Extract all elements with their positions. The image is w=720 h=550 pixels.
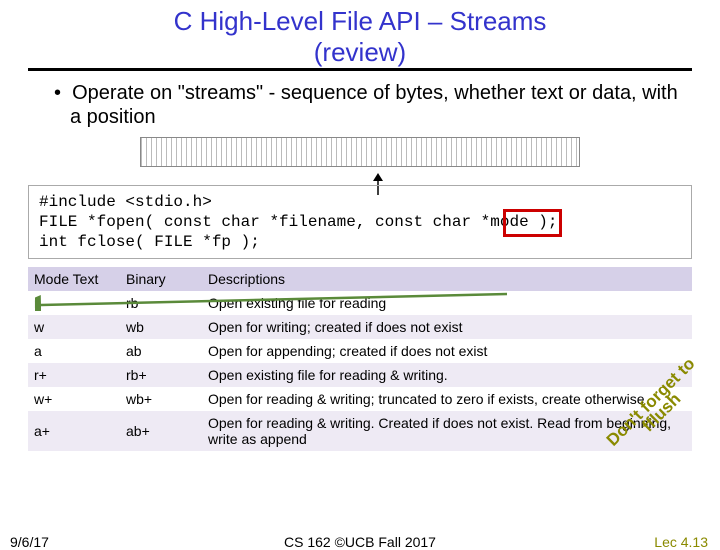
footer-lec: Lec 4.13 <box>654 534 708 550</box>
table-header-row: Mode Text Binary Descriptions <box>28 267 692 291</box>
slide-title: C High-Level File API – Streams (review) <box>0 0 720 68</box>
code-box: #include <stdio.h> FILE *fopen( const ch… <box>28 185 692 259</box>
code-line-1: #include <stdio.h> <box>39 192 681 212</box>
th-desc: Descriptions <box>202 267 692 291</box>
table-row: r+ rb+ Open existing file for reading & … <box>28 363 692 387</box>
footer-date: 9/6/17 <box>10 534 49 550</box>
bullet-text: • Operate on "streams" - sequence of byt… <box>30 81 690 129</box>
stream-hatch-box <box>140 137 580 167</box>
mode-table: Mode Text Binary Descriptions r rb Open … <box>28 267 692 451</box>
th-mode: Mode Text <box>28 267 120 291</box>
table-row: a+ ab+ Open for reading & writing. Creat… <box>28 411 692 451</box>
table-row: w wb Open for writing; created if does n… <box>28 315 692 339</box>
title-underline <box>28 68 692 71</box>
table-row: w+ wb+ Open for reading & writing; trunc… <box>28 387 692 411</box>
table-row: r rb Open existing file for reading <box>28 291 692 315</box>
footer-course: CS 162 ©UCB Fall 2017 <box>284 534 436 550</box>
title-line2: (review) <box>314 37 406 67</box>
code-line-3: int fclose( FILE *fp ); <box>39 232 681 252</box>
th-binary: Binary <box>120 267 202 291</box>
table-row: a ab Open for appending; created if does… <box>28 339 692 363</box>
title-line1: C High-Level File API – Streams <box>174 6 547 36</box>
code-line-2: FILE *fopen( const char *filename, const… <box>39 212 681 232</box>
